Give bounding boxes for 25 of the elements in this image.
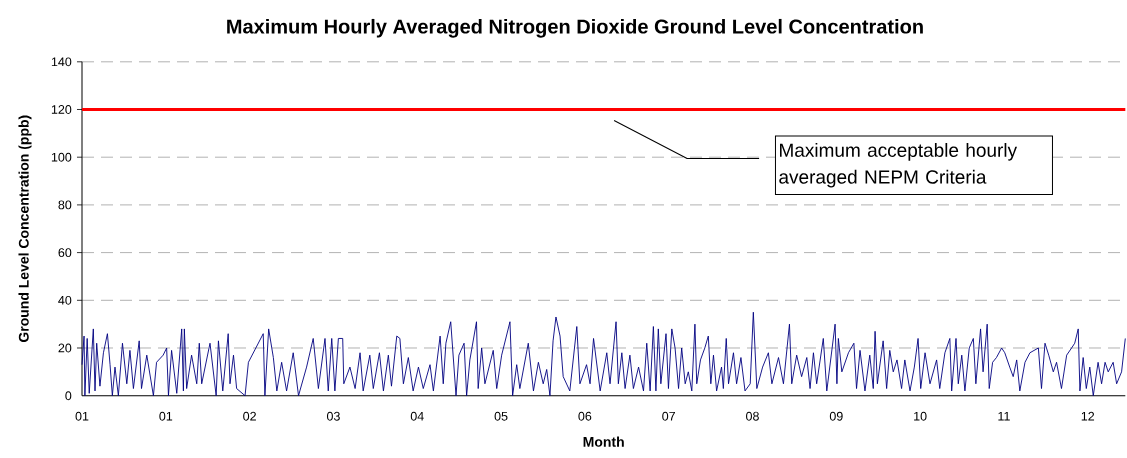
- y-tick-label: 140: [51, 57, 72, 67]
- x-tick-label: 07: [662, 411, 675, 421]
- x-tick-label: 09: [829, 411, 843, 421]
- x-tick-label: 04: [410, 411, 424, 421]
- y-axis-title: Ground Level Concentration (ppb): [18, 115, 32, 343]
- chart-title: Maximum Hourly Averaged Nitrogen Dioxide Ground Level Concentration: [227, 18, 923, 38]
- x-tick-label: 03: [326, 411, 340, 421]
- x-tick-label: 12: [1081, 411, 1095, 421]
- y-tick-label: 120: [51, 105, 72, 114]
- x-axis-title: Month: [583, 436, 624, 447]
- y-tick-label: 20: [58, 343, 72, 353]
- x-tick-label: 01: [159, 411, 173, 421]
- x-tick-label: 01: [75, 411, 89, 421]
- x-tick-label: 11: [998, 411, 1010, 421]
- x-tick-label: 10: [914, 411, 927, 421]
- y-tick-label: 80: [58, 200, 72, 210]
- x-tick-label: 05: [494, 411, 508, 421]
- x-tick-label: 02: [243, 411, 256, 421]
- y-tick-label: 60: [58, 248, 72, 258]
- x-tick-label: 08: [746, 411, 759, 421]
- ref-line-label: Maximum acceptable hourly averaged NEPM Criteria: [779, 143, 1018, 188]
- x-tick-label: 06: [578, 411, 592, 421]
- y-tick-label: 40: [58, 295, 72, 305]
- y-tick-label: 100: [51, 152, 72, 162]
- y-tick-label: 0: [65, 391, 72, 401]
